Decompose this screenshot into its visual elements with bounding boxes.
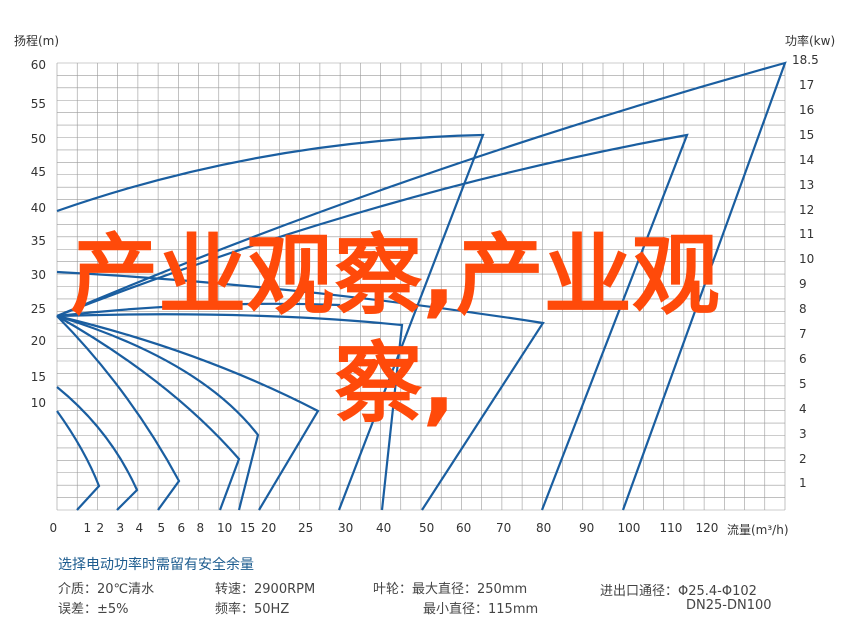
x-tick: 120	[695, 521, 719, 535]
y-left-tick: 45	[30, 165, 46, 179]
y-right-tick: 15	[799, 127, 815, 142]
pump-performance-chart	[56, 61, 787, 511]
notes-heading: 选择电动功率时需留有安全余量	[58, 557, 254, 573]
y-right-tick: 18.5	[792, 53, 819, 67]
x-tick: 80	[536, 521, 552, 535]
y-right-tick: 10	[799, 252, 815, 267]
y-right-tick: 11	[799, 227, 815, 242]
performance-curve-11	[56, 410, 101, 511]
x-tick: 3	[116, 521, 125, 535]
x-tick: 40	[376, 521, 392, 535]
x-tick: 30	[338, 521, 354, 535]
x-tick: 60	[456, 521, 472, 535]
performance-curve-7	[56, 314, 260, 511]
note-port-dn: DN25-DN100	[686, 598, 772, 613]
y-axis-left-label: 扬程(m)	[14, 34, 60, 48]
y-right-tick: 1	[799, 476, 807, 491]
note-frequency: 频率：50HZ	[215, 602, 290, 617]
performance-curves	[56, 61, 787, 511]
y-right-tick: 7	[799, 327, 807, 341]
x-tick: 15	[240, 521, 256, 535]
x-tick: 25	[298, 521, 314, 535]
y-right-tick: 9	[799, 277, 807, 292]
x-tick: 6	[177, 521, 186, 535]
performance-curve-5	[56, 313, 404, 511]
y-left-tick: 35	[30, 234, 46, 248]
y-right-tick: 6	[799, 351, 807, 366]
y-right-tick: 8	[799, 302, 807, 317]
performance-curve-1	[56, 133, 485, 511]
y-left-tick: 25	[30, 302, 46, 316]
performance-curve-6	[56, 314, 320, 511]
y-right-tick: 3	[799, 426, 807, 441]
x-tick: 2	[96, 521, 105, 535]
y-right-tick: 2	[799, 451, 807, 466]
y-left-tick: 55	[30, 97, 46, 111]
watermark-overlay-text: 产业观察,产业观察,	[70, 224, 720, 435]
note-impeller-min: 最小直径：115mm	[423, 602, 539, 617]
y-left-tick: 15	[30, 370, 46, 384]
note-error: 误差：±5%	[58, 602, 129, 617]
y-left-tick: 50	[30, 132, 46, 146]
x-axis-label: 流量(m³/h)	[727, 523, 789, 537]
x-tick: 0	[49, 521, 58, 535]
y-right-tick: 4	[799, 401, 807, 416]
x-tick: 110	[659, 521, 683, 535]
performance-curve-2	[56, 61, 787, 511]
y-left-tick: 20	[30, 334, 46, 348]
x-tick: 50	[419, 521, 435, 535]
x-tick: 10	[217, 521, 233, 535]
x-tick: 8	[196, 521, 205, 535]
performance-curve-4	[56, 270, 545, 511]
y-right-tick: 5	[799, 376, 807, 391]
y-left-tick: 40	[30, 201, 46, 215]
performance-curve-3	[56, 133, 689, 511]
performance-curve-8	[56, 315, 241, 511]
y-right-tick: 16	[799, 102, 815, 117]
y-right-tick: 14	[799, 152, 815, 167]
x-tick: 90	[579, 521, 595, 535]
x-tick: 20	[261, 521, 277, 535]
note-medium: 介质：20℃清水	[58, 582, 155, 597]
y-left-tick: 30	[30, 268, 46, 282]
y-left-tick: 60	[30, 58, 46, 72]
y-axis-right-label: 功率(kw)	[785, 34, 836, 48]
x-tick: 5	[157, 521, 166, 535]
y-left-tick: 10	[30, 396, 46, 410]
y-right-tick: 17	[799, 78, 815, 92]
note-impeller-max: 叶轮：最大直径：250mm	[373, 582, 528, 597]
performance-curve-10	[56, 386, 139, 511]
performance-curve-9	[56, 315, 181, 511]
y-right-tick: 13	[799, 177, 815, 192]
y-right-tick: 12	[799, 202, 815, 217]
x-tick: 1	[83, 521, 92, 535]
x-tick: 4	[135, 521, 144, 535]
x-tick: 100	[617, 521, 641, 535]
note-speed: 转速：2900RPM	[215, 582, 316, 597]
note-port-diameter: 进出口通径：Φ25.4-Φ102	[600, 584, 757, 599]
performance-curve-12	[56, 302, 341, 318]
x-tick: 70	[496, 521, 512, 535]
